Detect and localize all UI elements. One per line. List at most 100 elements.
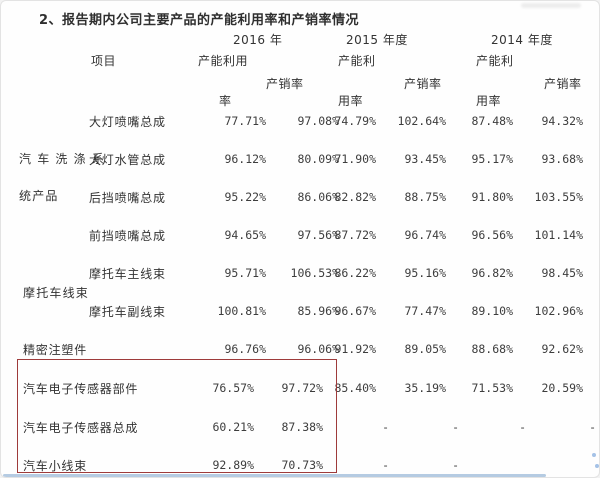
capacity-header-2014-line1: 产能利	[476, 54, 514, 68]
group-label-washing-system-line1: 汽 车 洗 涤 系	[19, 152, 106, 166]
cell-value: 96.82%	[471, 266, 513, 280]
cell-value: 96.56%	[471, 228, 513, 242]
row-label: 摩托车副线束	[89, 305, 166, 319]
row-label: 后挡喷嘴总成	[89, 191, 166, 205]
year-header-2016: 2016 年	[233, 33, 283, 47]
capacity-header-2016-line2: 率	[219, 94, 232, 108]
capacity-header-2016-line1: 产能利用	[198, 54, 249, 68]
table-row: 前挡喷嘴总成 94.65% 97.56% 87.72% 96.74% 96.56% 101.…	[1, 227, 599, 243]
cell-value: 76.57%	[212, 381, 254, 395]
cell-value: 101.14%	[534, 228, 583, 242]
cell-value: 98.45%	[541, 266, 583, 280]
row-label: 摩托车主线束	[89, 267, 166, 281]
cell-value: 87.38%	[281, 420, 323, 434]
cell-value: 106.53%	[290, 266, 339, 280]
cell-value: 87.48%	[471, 114, 513, 128]
cell-value: 92.62%	[541, 342, 583, 356]
year-header-2014: 2014 年度	[491, 33, 553, 47]
bottom-divider-line	[3, 474, 546, 477]
item-column-header: 项目	[91, 54, 117, 68]
cell-value: 70.73%	[281, 458, 323, 472]
cell-value: 89.10%	[471, 304, 513, 318]
cell-value: 102.96%	[534, 304, 583, 318]
cell-value: 92.89%	[212, 458, 254, 472]
capacity-header-2014-line2: 用率	[476, 94, 502, 108]
row-label: 大灯喷嘴总成	[89, 115, 166, 129]
table-row: 大灯喷嘴总成 77.71% 97.08% 74.79% 102.64% 87.48% 94.…	[1, 113, 599, 129]
table-row: 后挡喷嘴总成 95.22% 86.06% 82.82% 88.75% 91.80% 103.…	[1, 189, 599, 205]
row-label: 大灯水管总成	[89, 153, 166, 167]
cell-value: 80.09%	[297, 152, 339, 166]
table-row: 精密注塑件 96.76% 96.06% 91.92% 89.05% 88.68% 92.62…	[1, 341, 599, 357]
cell-value: -	[382, 458, 389, 472]
table-row: 汽车小线束 92.89% 70.73% - -	[1, 457, 599, 473]
cell-value: 93.68%	[541, 152, 583, 166]
cell-value: 97.72%	[281, 381, 323, 395]
cell-value: -	[452, 420, 459, 434]
row-label: 汽车电子传感器总成	[23, 421, 139, 435]
cell-value: 97.56%	[297, 228, 339, 242]
group-label-washing-system-line2: 统产品	[19, 189, 59, 203]
cell-value: -	[589, 420, 596, 434]
cell-value: 93.45%	[404, 152, 446, 166]
scan-smudge	[521, 3, 581, 8]
cell-value: 94.65%	[224, 228, 266, 242]
cell-value: 103.55%	[534, 190, 583, 204]
cell-value: 96.67%	[334, 304, 376, 318]
cell-value: 77.71%	[224, 114, 266, 128]
table-row: 汽车电子传感器总成 60.21% 87.38% - - - -	[1, 419, 599, 435]
row-label: 前挡喷嘴总成	[89, 229, 166, 243]
cell-value: 82.82%	[334, 190, 376, 204]
sales-header-2015: 产销率	[404, 77, 442, 91]
row-label: 汽车小线束	[23, 459, 88, 473]
highlight-box	[17, 359, 337, 473]
cell-value: 88.75%	[404, 190, 446, 204]
row-label: 精密注塑件	[23, 343, 88, 357]
cell-value: 91.92%	[334, 342, 376, 356]
cell-value: 91.80%	[471, 190, 513, 204]
cell-value: 89.05%	[404, 342, 446, 356]
blue-speck	[595, 464, 599, 468]
cell-value: 86.22%	[334, 266, 376, 280]
cell-value: 94.32%	[541, 114, 583, 128]
sales-header-2014: 产销率	[544, 77, 582, 91]
sales-header-2016: 产销率	[266, 77, 304, 91]
cell-value: 100.81%	[217, 304, 266, 318]
year-header-2015: 2015 年度	[346, 33, 408, 47]
section-title: 2、报告期内公司主要产品的产能利用率和产销率情况	[39, 13, 360, 28]
blue-speck	[592, 453, 596, 457]
cell-value: 96.06%	[297, 342, 339, 356]
table-row: 大灯水管总成 96.12% 80.09% 71.90% 93.45% 95.17% 93.6…	[1, 151, 599, 167]
cell-value: 97.08%	[297, 114, 339, 128]
cell-value: 95.71%	[224, 266, 266, 280]
cell-value: 60.21%	[212, 420, 254, 434]
cell-value: 102.64%	[397, 114, 446, 128]
capacity-header-2015-line2: 用率	[338, 94, 364, 108]
cell-value: 85.40%	[334, 381, 376, 395]
group-label-motorcycle-harness: 摩托车线束	[23, 286, 90, 300]
row-label: 汽车电子传感器部件	[23, 382, 139, 396]
cell-value: -	[452, 458, 459, 472]
table-row: 摩托车主线束 95.71% 106.53% 86.22% 95.16% 96.82% 98.…	[1, 265, 599, 281]
cell-value: 35.19%	[404, 381, 446, 395]
table-row: 汽车电子传感器部件 76.57% 97.72% 85.40% 35.19% 71.53% 2…	[1, 380, 599, 396]
capacity-header-2015-line1: 产能利	[338, 54, 376, 68]
cell-value: 96.76%	[224, 342, 266, 356]
cell-value: 95.16%	[404, 266, 446, 280]
cell-value: 85.96%	[297, 304, 339, 318]
cell-value: 95.17%	[471, 152, 513, 166]
cell-value: 71.90%	[334, 152, 376, 166]
cell-value: 96.74%	[404, 228, 446, 242]
cell-value: 20.59%	[541, 381, 583, 395]
cell-value: 87.72%	[334, 228, 376, 242]
cell-value: 95.22%	[224, 190, 266, 204]
cell-value: 77.47%	[404, 304, 446, 318]
cell-value: 88.68%	[471, 342, 513, 356]
cell-value: 71.53%	[471, 381, 513, 395]
cell-value: 74.79%	[334, 114, 376, 128]
cell-value: 86.06%	[297, 190, 339, 204]
cell-value: 96.12%	[224, 152, 266, 166]
cell-value: -	[382, 420, 389, 434]
cell-value: -	[519, 420, 526, 434]
